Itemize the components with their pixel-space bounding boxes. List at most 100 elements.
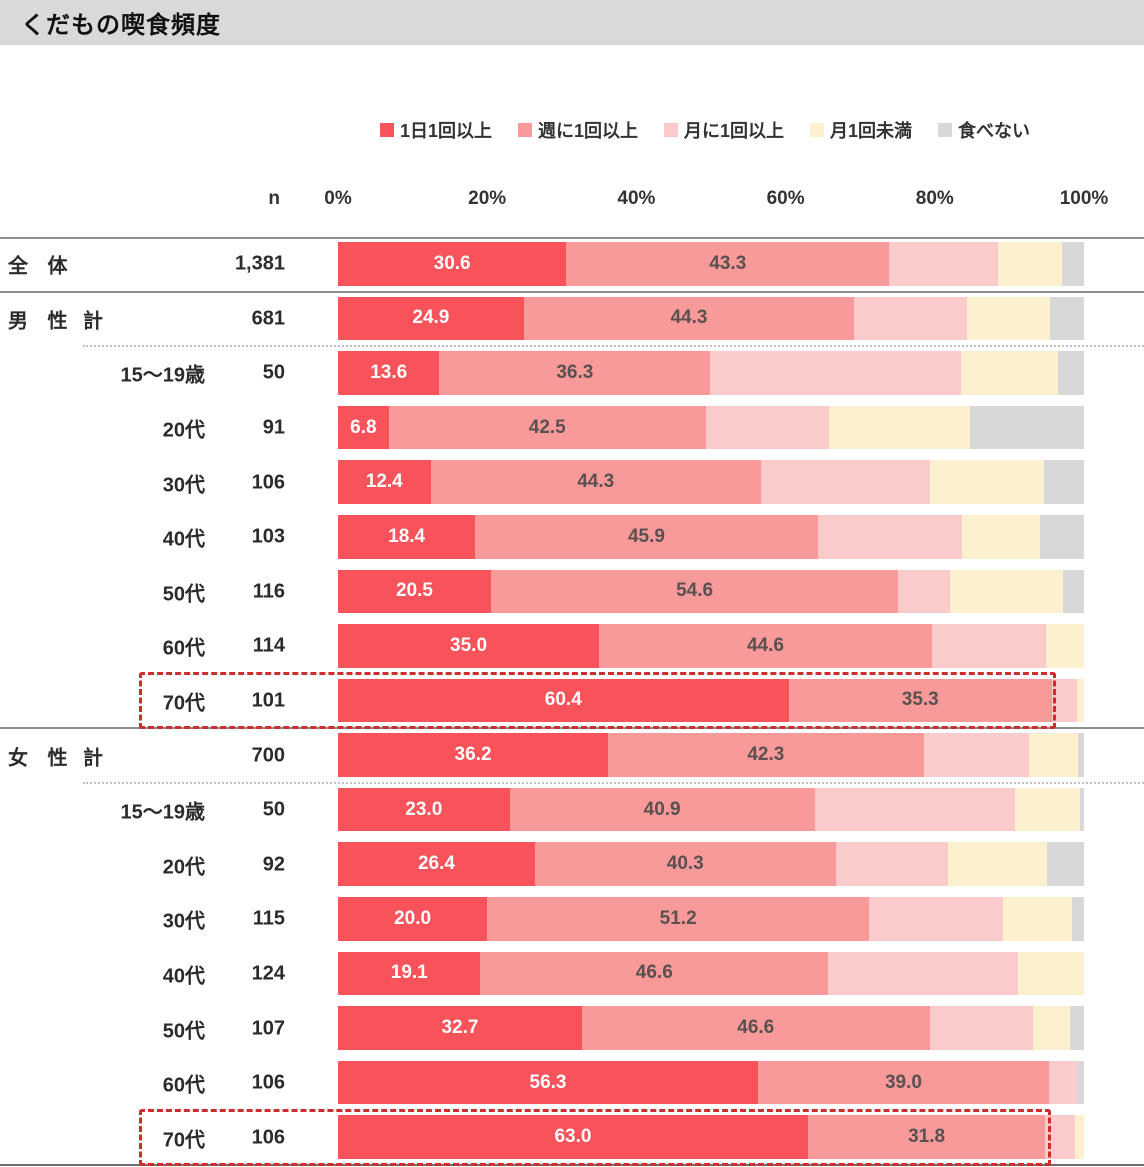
chart-row: 50代 107 32.7 46.6	[0, 1001, 1144, 1056]
bar-segment-1: 18.4	[338, 514, 476, 559]
bar-value-label: 30.6	[433, 252, 471, 274]
separator-line	[0, 727, 1144, 730]
row-n-value: 700	[251, 744, 285, 767]
separator-line	[0, 237, 1144, 239]
row-n-value: 106	[251, 471, 285, 494]
bar-segment-5	[1078, 733, 1084, 777]
bar-segment-2: 42.3	[608, 733, 924, 777]
stacked-bar: 23.0 40.9	[338, 787, 1084, 832]
row-age-label: 70代	[162, 1129, 205, 1152]
chart-row: 30代 106 12.4 44.3	[0, 455, 1144, 510]
chart-row: 40代 124 19.1 46.6	[0, 947, 1144, 1002]
bar-value-label: 42.3	[747, 744, 785, 766]
row-total-label: 計	[83, 310, 103, 333]
stacked-bar: 35.0 44.6	[338, 624, 1084, 668]
bar-segment-2: 40.3	[534, 842, 836, 887]
bar-value-label: 18.4	[388, 525, 426, 547]
bar-segment-3	[705, 405, 829, 450]
bar-value-label: 24.9	[412, 307, 450, 329]
row-n-value: 115	[252, 907, 285, 930]
bar-value-label: 23.0	[405, 798, 443, 820]
row-age-label: 30代	[162, 474, 205, 497]
bar-segment-5	[1039, 514, 1084, 559]
bar-segment-3	[1051, 678, 1077, 723]
chart-row: 50代 116 20.5 54.6	[0, 565, 1144, 620]
bar-segment-4	[1017, 951, 1084, 996]
row-n-value: 101	[251, 689, 285, 712]
bar-value-label: 44.3	[577, 471, 615, 493]
separator-dotted-line	[83, 345, 1144, 348]
bar-segment-1: 36.2	[338, 733, 609, 777]
bar-segment-1: 12.4	[338, 460, 431, 504]
bar-segment-3	[889, 242, 999, 286]
bar-segment-5	[1057, 351, 1084, 395]
row-group-label: 女 性	[8, 747, 75, 770]
bar-value-label: 40.3	[666, 853, 704, 875]
bar-segment-4	[998, 242, 1062, 286]
row-age-label: 30代	[162, 910, 205, 933]
legend-label: 週に1回以上	[537, 121, 638, 141]
bar-segment-1: 60.4	[338, 678, 789, 723]
legend-label: 月に1回以上	[684, 121, 785, 141]
bar-value-label: 43.3	[709, 252, 747, 274]
stacked-bar: 24.9 44.3	[338, 296, 1084, 341]
legend: 1日1回以上 週に1回以上 月に1回以上 月1回未満 食べない	[310, 114, 1100, 146]
stacked-bar: 20.5 54.6	[338, 569, 1084, 614]
stacked-bar: 20.0 51.2	[338, 897, 1084, 941]
bar-segment-2: 36.3	[439, 351, 711, 395]
bar-segment-1: 13.6	[338, 351, 440, 395]
bar-value-label: 26.4	[417, 853, 455, 875]
legend-label: 食べない	[958, 121, 1031, 141]
bar-segment-4	[961, 514, 1040, 559]
bar-value-label: 63.0	[554, 1126, 592, 1148]
chart-row: 70代 106 63.0 31.8	[0, 1110, 1144, 1165]
bar-segment-2: 44.3	[430, 460, 761, 504]
bar-segment-1: 26.4	[338, 842, 535, 887]
bar-segment-3	[835, 842, 949, 887]
axis-tick-label: 60%	[766, 188, 805, 209]
row-n-value: 50	[262, 798, 285, 821]
row-age-label: 50代	[162, 583, 205, 606]
bar-value-label: 20.5	[395, 580, 433, 602]
row-group-label: 全 体	[8, 255, 75, 278]
bar-segment-5	[1076, 1060, 1084, 1105]
bar-segment-1: 56.3	[338, 1060, 758, 1105]
stacked-bar: 63.0 31.8	[338, 1115, 1084, 1159]
bar-segment-1: 35.0	[338, 624, 600, 668]
bar-segment-5	[1046, 842, 1084, 887]
axis-tick-label: 80%	[915, 188, 954, 209]
row-age-label: 20代	[162, 419, 205, 442]
bar-value-label: 54.6	[676, 580, 714, 602]
stacked-bar: 13.6 36.3	[338, 351, 1084, 395]
bar-segment-3	[898, 569, 950, 614]
bar-segment-5	[1080, 787, 1084, 832]
row-group-label: 男 性	[8, 310, 75, 333]
stacked-bar: 6.8 42.5	[338, 405, 1084, 450]
stacked-bar: 26.4 40.3	[338, 842, 1084, 887]
bar-segment-1: 20.0	[338, 897, 488, 941]
row-n-value: 124	[251, 962, 285, 985]
page-title: くだもの喫食頻度	[21, 12, 221, 39]
separator-line	[0, 1164, 1144, 1166]
legend-color-swatch	[664, 123, 678, 137]
row-n-value: 106	[251, 1126, 285, 1149]
chart-row: 全 体 1,381 30.6 43.3	[0, 237, 1144, 292]
legend-color-swatch	[379, 123, 394, 137]
bar-segment-3	[814, 787, 1015, 832]
bar-segment-4	[948, 842, 1047, 887]
chart-area: 全 体 1,381 30.6 43.3 男 性計 681 24.9 44.3 15～19歳 50 1…	[0, 237, 1144, 1166]
bar-segment-2: 43.3	[566, 242, 890, 286]
row-n-value: 107	[251, 1017, 285, 1040]
bar-segment-2: 35.3	[788, 678, 1052, 723]
bar-segment-4	[966, 296, 1050, 341]
bar-segment-4	[1045, 624, 1084, 668]
bar-segment-3	[710, 351, 961, 395]
bar-segment-2: 44.3	[523, 296, 855, 341]
bar-value-label: 20.0	[394, 907, 432, 929]
row-n-value: 1,381	[234, 252, 285, 275]
axis-tick-label: 40%	[617, 188, 656, 209]
chart-row: 20代 92 26.4 40.3	[0, 837, 1144, 892]
bar-segment-1: 19.1	[338, 951, 481, 996]
chart-row: 女 性計 700 36.2 42.3	[0, 728, 1144, 783]
bar-segment-4	[828, 405, 970, 450]
